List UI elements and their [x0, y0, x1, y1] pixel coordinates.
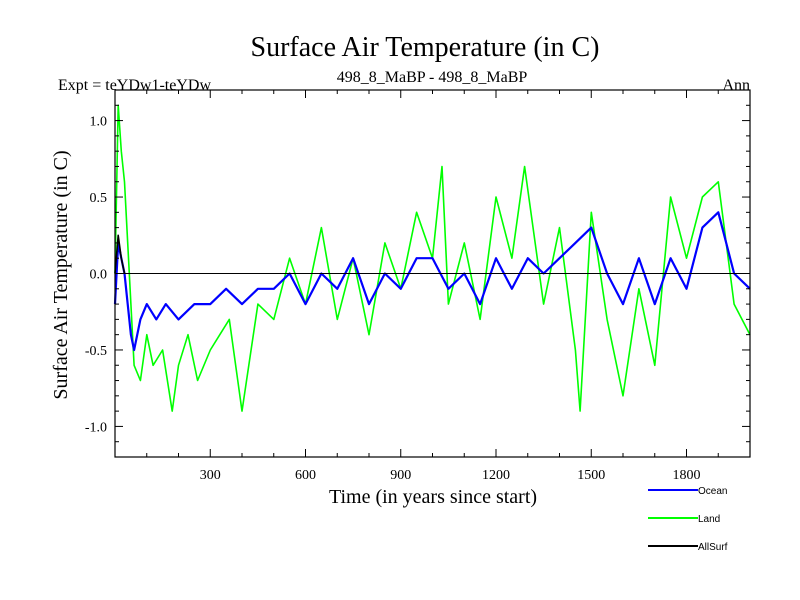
y-tick-label: 1.0: [90, 115, 108, 130]
x-tick-label: 600: [295, 468, 316, 483]
x-tick-label: 1500: [577, 468, 605, 483]
x-tick-label: 900: [390, 468, 411, 483]
subtitle-period: 498_8_MaBP - 498_8_MaBP: [337, 69, 528, 86]
legend: Ocean Land AllSurf: [648, 486, 728, 553]
plot-frame: [114, 89, 751, 458]
x-axis-label: Time (in years since start): [329, 486, 537, 508]
subtitle-season: Ann: [722, 77, 750, 94]
chart-title: Surface Air Temperature (in C): [251, 32, 600, 63]
series-layer: [113, 104, 751, 412]
x-tick-label: 1200: [482, 468, 510, 483]
legend-label-ocean: Ocean: [698, 486, 727, 497]
subtitle-experiment: Expt = teYDw1-teYDw: [58, 77, 211, 94]
x-tick-label: 300: [200, 468, 221, 483]
legend-label-land: Land: [698, 514, 720, 525]
y-tick-label: 0.5: [90, 191, 108, 206]
y-tick-label: 0.0: [90, 268, 108, 283]
series-line-ocean: [113, 211, 751, 352]
series-line-land: [114, 104, 751, 412]
legend-label-allsurf: AllSurf: [698, 542, 728, 553]
tick-layer: 300 600 900 1200 1500 1800 -1.0 -0.5 0.0 0.5 1.0: [85, 90, 750, 483]
y-axis-label: Surface Air Temperature (in C): [50, 150, 72, 399]
x-tick-label: 1800: [673, 468, 701, 483]
y-tick-label: -0.5: [85, 344, 107, 359]
y-tick-label: -1.0: [85, 420, 107, 435]
series-line-allsurf: [114, 234, 126, 274]
